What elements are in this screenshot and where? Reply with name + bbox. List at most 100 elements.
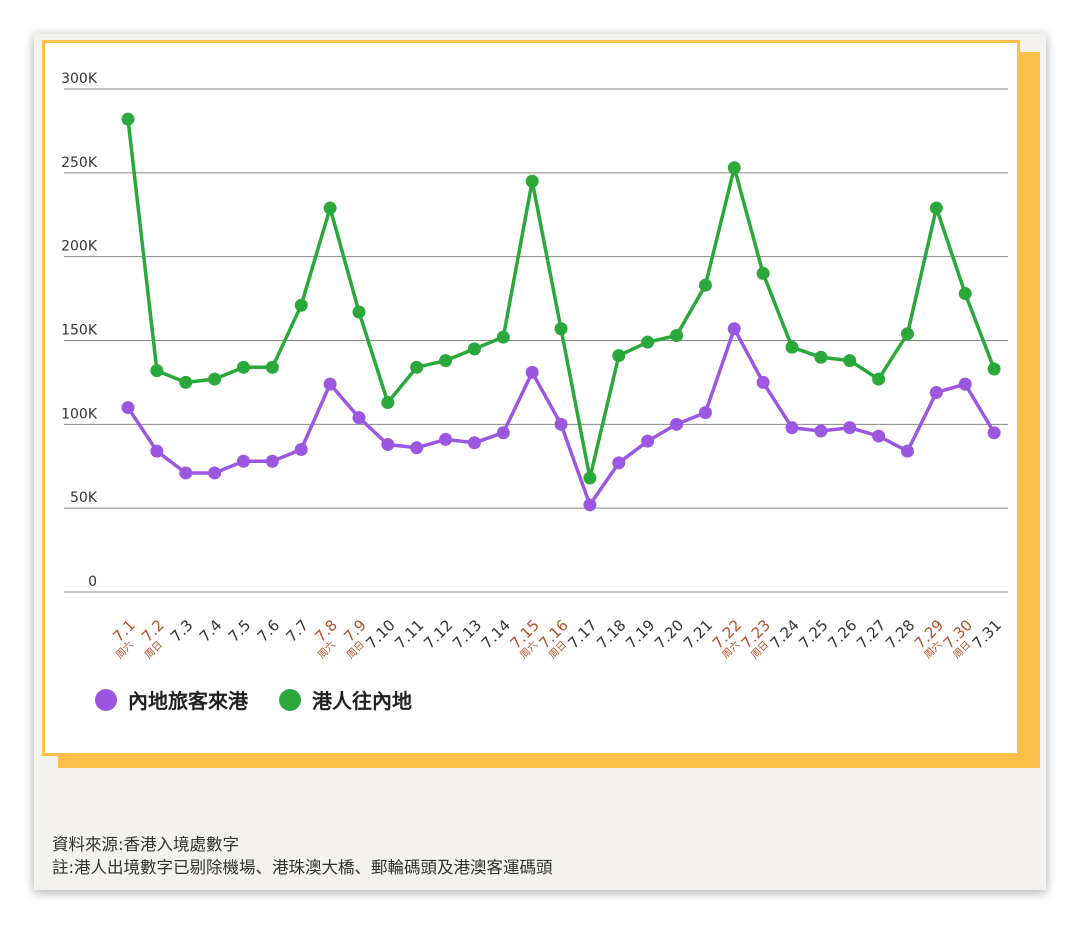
data-point [352,411,366,425]
x-tick-label: 7.7 [282,616,312,646]
x-tick-label: 7.14 [478,616,514,652]
x-tick-label: 7.2 [138,616,168,646]
x-tick-label: 7.12 [420,616,456,652]
data-point [583,471,597,485]
legend-swatch [279,689,301,711]
exclusion-note: 註:港人出境數字已剔除機場、港珠澳大橋、郵輪碼頭及港澳客運碼頭 [52,858,553,877]
data-point [641,335,655,349]
data-point [872,372,886,386]
series-line [126,327,996,507]
data-point [467,342,481,356]
y-tick-label: 150K [61,323,98,339]
x-tick-label: 7.3 [167,616,197,646]
data-point [785,421,799,435]
data-point [208,466,222,480]
data-point [554,322,568,336]
y-tick-label: 0 [88,574,97,590]
x-tick-label: 7.26 [824,616,860,652]
data-point [670,417,684,431]
data-point [612,349,626,363]
data-point [929,201,943,215]
data-point [670,328,684,342]
data-point [410,360,424,374]
y-tick-labels: 0 50K 100K 150K 200K 250K 300K [61,71,98,590]
series-lines [126,119,996,507]
grid-lines [64,88,1008,593]
x-tick-label: 7.19 [622,616,658,652]
data-point [756,375,770,389]
data-point [900,327,914,341]
legend-swatch [95,689,117,711]
y-tick-label: 100K [61,406,98,422]
x-tick-label: 7.27 [853,616,889,652]
data-point [265,454,279,468]
data-point [554,417,568,431]
data-point [208,372,222,386]
data-point [381,437,395,451]
x-tick-label: 7.17 [564,616,600,652]
chart-card [42,40,1020,756]
data-point [439,354,453,368]
legend: 內地旅客來港 港人往內地 [95,689,412,713]
data-point [121,401,135,415]
x-tick-label: 7.25 [795,616,831,652]
data-point [641,434,655,448]
data-point [467,436,481,450]
x-tick-label: 7.8 [311,616,341,646]
y-tick-label: 50K [70,490,98,506]
data-point [785,340,799,354]
data-point [323,201,337,215]
x-tick-label: 7.24 [766,616,802,652]
data-point [698,406,712,420]
x-tick-label: 7.13 [449,616,485,652]
data-point [294,298,308,312]
data-point [612,456,626,470]
data-point [150,364,164,378]
series-points [121,112,1001,512]
x-tick-label: 7.5 [225,616,255,646]
y-tick-label: 300K [61,71,98,87]
data-point [872,429,886,443]
x-tick-label: 7.31 [969,616,1005,652]
data-point [843,354,857,368]
data-point [958,287,972,301]
data-point [525,365,539,379]
y-tick-label: 250K [61,155,98,171]
data-point [265,360,279,374]
data-point [987,426,1001,440]
x-tick-label: 7.28 [882,616,918,652]
data-point [352,305,366,319]
data-point [496,330,510,344]
data-point [121,112,135,126]
data-point [179,375,193,389]
data-point [814,424,828,438]
x-tick-label: 7.20 [651,616,687,652]
data-point [843,421,857,435]
legend-label: 內地旅客來港 [128,689,249,713]
data-point [236,360,250,374]
data-point [814,350,828,364]
data-point [179,466,193,480]
x-tick-label: 7.21 [680,616,716,652]
data-point [381,396,395,410]
legend-label: 港人往內地 [312,689,412,713]
y-tick-label: 200K [61,239,98,255]
x-tick-label: 7.10 [362,616,398,652]
data-point [727,322,741,336]
data-point [294,442,308,456]
x-tick-label: 7.18 [593,616,629,652]
data-point [756,266,770,280]
data-point [323,377,337,391]
data-point [583,498,597,512]
x-tick-label: 7.1 [109,616,139,646]
footer-notes: 資料來源:香港入境處數字 註:港人出境數字已剔除機場、港珠澳大橋、郵輪碼頭及港澳… [52,833,553,879]
data-point [236,454,250,468]
weekday-sub-label: 周六 [113,639,136,662]
data-point [496,426,510,440]
data-point [698,278,712,292]
data-point [525,174,539,188]
x-tick-label: 7.4 [196,616,226,646]
x-tick-label: 7.11 [391,616,427,652]
